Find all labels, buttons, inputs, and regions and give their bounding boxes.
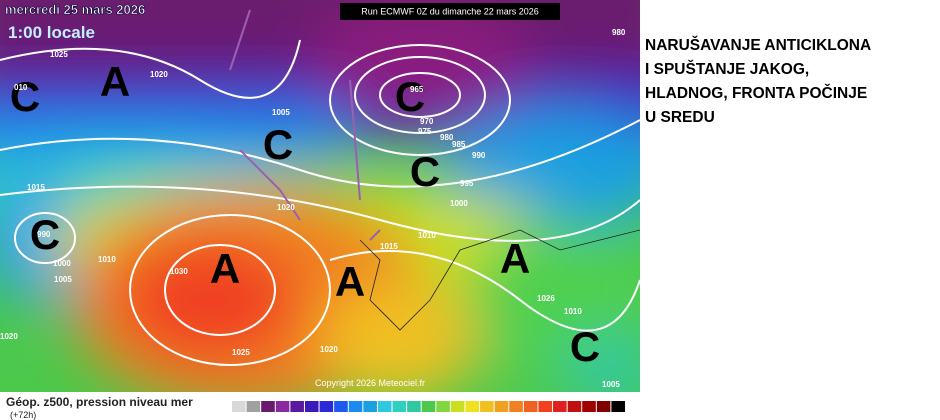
isobar-label: 1005 [602,380,620,389]
color-swatch [582,401,596,412]
isobar-label: 1005 [54,275,72,284]
color-swatch [392,401,407,412]
color-swatch [436,401,450,412]
isobar-label: 1005 [272,108,290,117]
color-swatch [596,401,611,412]
color-scale [232,401,625,412]
color-swatch [494,401,509,412]
pressure-center: C [30,211,60,258]
isobar-label: 1010 [418,231,436,240]
copyright: Copyright 2026 Meteociel.fr [315,378,425,388]
color-swatch [334,401,348,412]
isobar-label: 965 [410,85,424,94]
isobar-label: 990 [472,151,486,160]
isobar-label: 1000 [53,259,71,268]
isobar-label: 970 [420,117,434,126]
pressure-center: C [10,73,40,120]
color-swatch [363,401,377,412]
pressure-center: C [263,121,293,168]
color-swatch [421,401,436,412]
isobar-label: 1025 [50,50,68,59]
isobar-label: 010 [14,83,28,92]
color-swatch [553,401,567,412]
isobar-label: 975 [418,127,432,136]
color-swatch [523,401,538,412]
color-swatch [465,401,480,412]
map [0,0,640,392]
color-swatch [246,401,261,412]
color-swatch [509,401,523,412]
color-swatch [348,401,363,412]
step: (+72h) [10,410,36,420]
caption: Géop. z500, pression niveau mer [6,395,193,409]
pressure-center: A [335,258,365,305]
isobar-label: 1026 [537,294,555,303]
isobar-label: 1015 [380,242,398,251]
color-swatch [538,401,553,412]
color-swatch [611,401,625,412]
color-swatch [450,401,465,412]
headline: NARUŠAVANJE ANTICIKLONA [645,36,871,54]
isobar-label: 1020 [320,345,338,354]
isobar-label: 1010 [98,255,116,264]
pressure-center: C [570,323,600,370]
color-swatch [480,401,494,412]
color-swatch [304,401,319,412]
color-swatch [261,401,275,412]
isobar-label: 1020 [277,203,295,212]
pressure-center: A [500,235,530,282]
pressure-center: A [100,58,130,105]
headline: I SPUŠTANJE JAKOG, [645,60,809,78]
isobar-label: 980 [612,28,626,37]
headline: U SREDU [645,109,715,126]
color-swatch [232,401,246,412]
color-swatch [567,401,582,412]
isobar-label: 1015 [27,183,45,192]
isobar-label: 1020 [0,332,18,341]
isobar-label: 1020 [150,70,168,79]
isobar-label: 1030 [170,267,188,276]
isobar-label: 980 [440,133,454,142]
color-swatch [377,401,392,412]
isobar-label: 995 [460,179,474,188]
isobar-label: 1010 [564,307,582,316]
run-info: Run ECMWF 0Z du dimanche 22 mars 2026 [361,6,539,16]
time: 1:00 locale [8,23,95,42]
pressure-center: C [395,73,425,120]
headline: HLADNOG, FRONTA POČINJE [645,84,867,102]
isobar-label: 990 [37,230,51,239]
date: mercredi 25 mars 2026 [5,2,145,17]
color-swatch [407,401,421,412]
pressure-center: C [410,148,440,195]
isobar-label: 1025 [232,348,250,357]
isobar-label: 1000 [450,199,468,208]
color-swatch [275,401,290,412]
isobar-label: 985 [452,140,466,149]
pressure-center: A [210,245,240,292]
color-swatch [290,401,304,412]
color-swatch [319,401,334,412]
